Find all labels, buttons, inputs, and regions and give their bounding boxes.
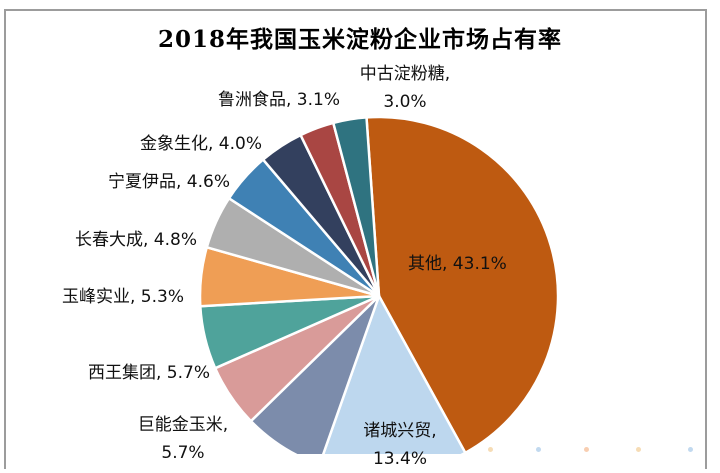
slice-label-line2: 3.0%	[383, 92, 427, 112]
pie-slice-zhucheng-xingmao	[321, 292, 467, 454]
slice-label-ningxia-yipin: 宁夏伊品, 4.6%	[108, 172, 230, 192]
slice-label-qita: 其他, 43.1%	[408, 254, 507, 274]
slice-label-xiwang-jituan: 西王集团, 5.7%	[88, 363, 210, 383]
slice-label-changchun-dacheng: 长春大成, 4.8%	[75, 230, 197, 250]
slice-label-zhonggu-dianfentang: 中古淀粉糖, 3.0%	[341, 60, 469, 116]
slice-label-yufeng-shiye: 玉峰实业, 5.3%	[62, 287, 184, 307]
slice-label-jinxiang-shenghua: 金象生化, 4.0%	[140, 134, 262, 154]
pie-chart	[198, 115, 560, 454]
slice-label-luzhou-shipin: 鲁洲食品, 3.1%	[218, 90, 340, 110]
slice-label-zhucheng-xingmao: 诸城兴贸, 13.4%	[342, 417, 458, 473]
chart-title: 2018年我国玉米淀粉企业市场占有率	[157, 26, 562, 53]
slice-label-juneng-jinyumi: 巨能金玉米, 5.7%	[131, 411, 235, 467]
slice-label-line2: 13.4%	[372, 449, 427, 469]
slice-label-line1: 巨能金玉米,	[137, 415, 229, 435]
slice-label-line1: 诸城兴贸,	[363, 421, 437, 441]
pie-slice-zhonggu-dianfentang	[331, 116, 381, 297]
pie-slice-qita	[365, 115, 560, 454]
slice-label-line2: 5.7%	[161, 443, 205, 463]
slice-label-line1: 中古淀粉糖,	[359, 64, 451, 84]
